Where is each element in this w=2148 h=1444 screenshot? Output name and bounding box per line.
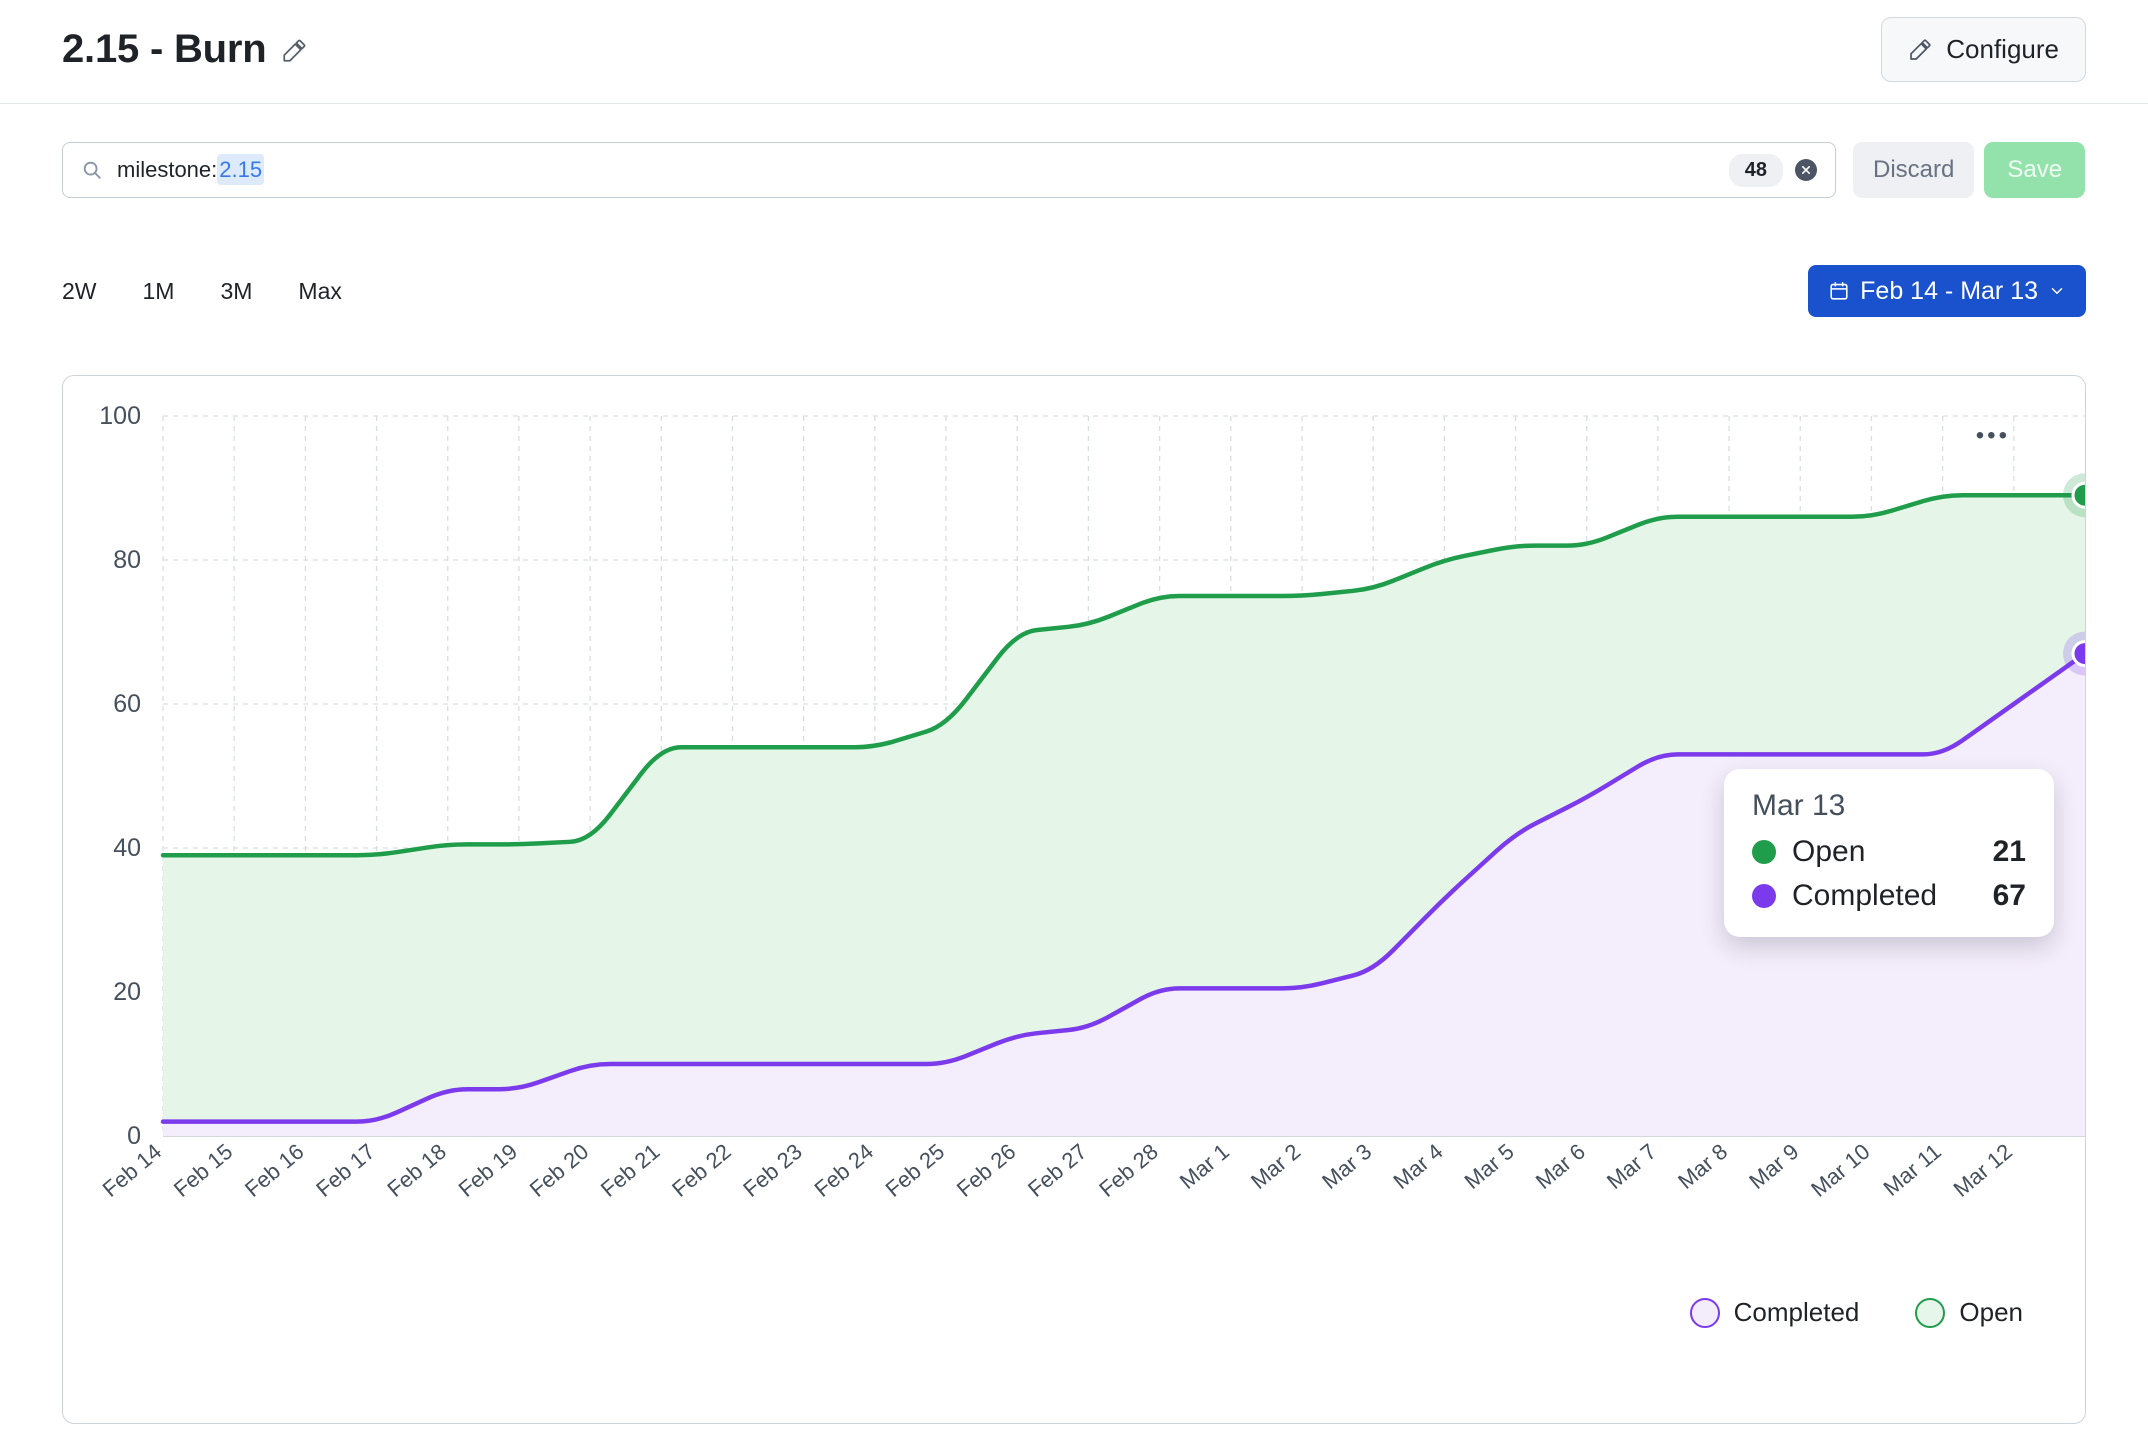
svg-text:40: 40: [113, 834, 141, 862]
svg-text:Feb 17: Feb 17: [311, 1139, 380, 1202]
svg-text:Mar 1: Mar 1: [1175, 1139, 1234, 1194]
svg-text:Mar 3: Mar 3: [1317, 1139, 1376, 1194]
svg-text:Mar 9: Mar 9: [1744, 1139, 1803, 1194]
svg-text:Mar 2: Mar 2: [1246, 1139, 1305, 1194]
svg-text:Mar 4: Mar 4: [1388, 1139, 1447, 1194]
svg-text:Feb 26: Feb 26: [952, 1139, 1021, 1202]
svg-text:Mar 7: Mar 7: [1602, 1139, 1661, 1194]
svg-text:Feb 28: Feb 28: [1094, 1139, 1163, 1202]
svg-text:Mar 5: Mar 5: [1460, 1139, 1519, 1194]
svg-text:Feb 20: Feb 20: [525, 1139, 594, 1202]
svg-text:Mar 12: Mar 12: [1948, 1139, 2017, 1202]
svg-text:Feb 27: Feb 27: [1023, 1139, 1092, 1202]
svg-text:Mar 11: Mar 11: [1879, 1139, 1946, 1201]
svg-text:Feb 16: Feb 16: [240, 1139, 309, 1202]
svg-text:Feb 18: Feb 18: [382, 1139, 451, 1202]
svg-text:Feb 15: Feb 15: [169, 1139, 238, 1202]
svg-text:Mar 6: Mar 6: [1531, 1139, 1590, 1194]
svg-text:Feb 24: Feb 24: [810, 1139, 879, 1202]
svg-text:20: 20: [113, 978, 141, 1006]
svg-text:Feb 21: Feb 21: [596, 1139, 665, 1202]
svg-text:100: 100: [99, 406, 141, 430]
svg-text:60: 60: [113, 690, 141, 718]
svg-text:Mar 10: Mar 10: [1806, 1139, 1875, 1202]
svg-text:80: 80: [113, 546, 141, 574]
svg-text:0: 0: [127, 1122, 141, 1150]
svg-text:Feb 25: Feb 25: [881, 1139, 950, 1202]
svg-text:Feb 22: Feb 22: [667, 1139, 736, 1202]
svg-text:Feb 23: Feb 23: [738, 1139, 807, 1202]
svg-text:Mar 8: Mar 8: [1673, 1139, 1732, 1194]
svg-text:Feb 19: Feb 19: [454, 1139, 523, 1202]
